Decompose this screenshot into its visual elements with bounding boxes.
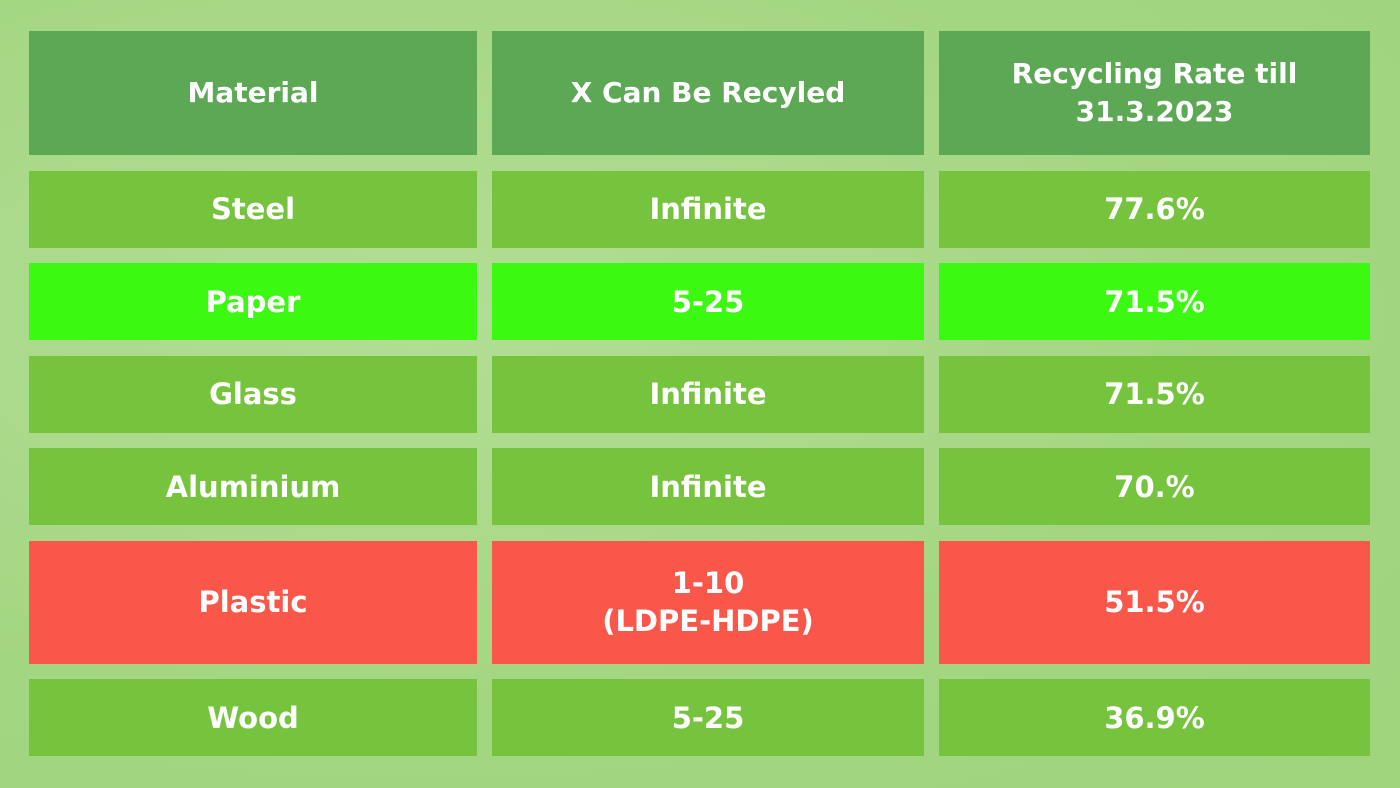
table-cell-rate: 71.5% <box>939 263 1370 340</box>
table-cell-material: Wood <box>29 679 477 756</box>
table-cell-times: 5-25 <box>492 263 924 340</box>
table-cell-rate: 77.6% <box>939 170 1370 248</box>
header-material: Material <box>29 31 477 155</box>
table-cell-rate: 71.5% <box>939 355 1370 433</box>
table-cell-rate: 51.5% <box>939 540 1370 664</box>
table-cell-times: Infinite <box>492 448 924 525</box>
table-cell-material: Paper <box>29 263 477 340</box>
table-cell-times: 1-10 (LDPE-HDPE) <box>492 540 924 664</box>
header-recycling-rate: Recycling Rate till 31.3.2023 <box>939 31 1370 155</box>
table-cell-material: Glass <box>29 355 477 433</box>
table-cell-times: Infinite <box>492 355 924 433</box>
table-cell-rate: 70.% <box>939 448 1370 525</box>
table-cell-rate: 36.9% <box>939 679 1370 756</box>
table-cell-times: 5-25 <box>492 679 924 756</box>
header-times-recycled: X Can Be Recyled <box>492 31 924 155</box>
table-cell-times: Infinite <box>492 170 924 248</box>
recycling-table: Material X Can Be Recyled Recycling Rate… <box>29 31 1370 756</box>
table-cell-material: Plastic <box>29 540 477 664</box>
table-cell-material: Aluminium <box>29 448 477 525</box>
table-cell-material: Steel <box>29 170 477 248</box>
